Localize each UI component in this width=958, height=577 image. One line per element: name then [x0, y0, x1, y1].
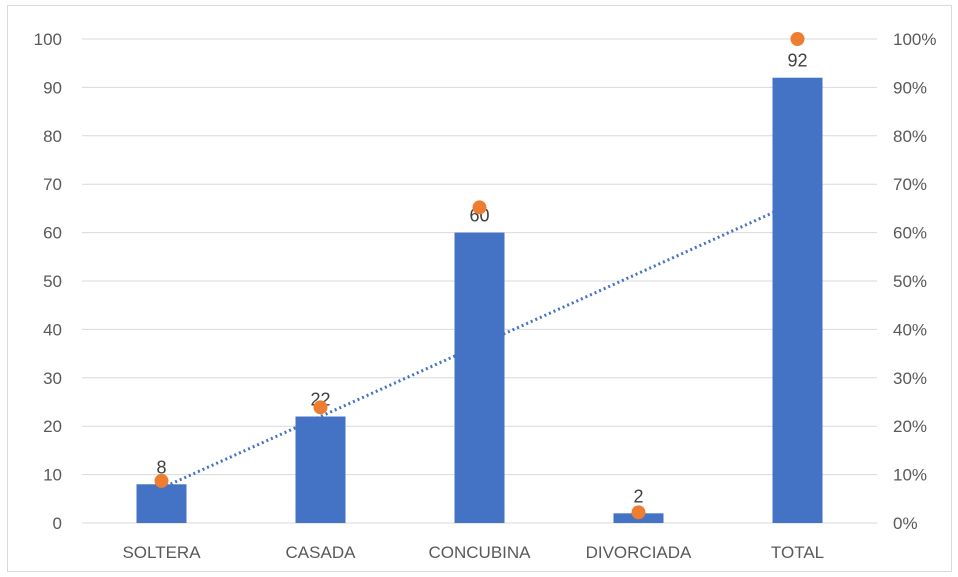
bar — [136, 484, 187, 523]
right-axis-tick-label: 20% — [893, 417, 927, 436]
left-axis-tick-label: 80 — [43, 127, 62, 146]
scatter-points — [154, 32, 805, 520]
x-axis-tick-label: SOLTERA — [122, 543, 201, 562]
right-axis-tick-label: 90% — [893, 78, 927, 97]
left-axis-tick-label: 60 — [43, 224, 62, 243]
data-label: 92 — [787, 51, 807, 71]
x-axis-tick-label: CASADA — [286, 543, 357, 562]
scatter-point — [154, 473, 169, 488]
right-axis-tick-label: 40% — [893, 320, 927, 339]
left-axis-tick-label: 10 — [43, 466, 62, 485]
right-axis-tick-label: 80% — [893, 127, 927, 146]
left-axis-tick-label: 30 — [43, 369, 62, 388]
bar — [772, 77, 823, 523]
left-axis-tick-label: 100 — [34, 30, 62, 49]
right-axis-tick-label: 50% — [893, 272, 927, 291]
trendline — [160, 200, 799, 490]
scatter-point — [790, 32, 805, 46]
right-axis-tick-labels: 0% 10% 20% 30% 40% 50% 60% 70% 80% 90% 100% — [893, 30, 936, 533]
x-axis-tick-label: CONCUBINA — [428, 543, 531, 562]
scatter-point — [313, 400, 328, 415]
gridlines — [82, 38, 877, 524]
trendline — [160, 200, 799, 490]
right-axis-tick-label: 70% — [893, 175, 927, 194]
right-axis-tick-label: 30% — [893, 369, 927, 388]
left-axis-tick-label: 0 — [53, 514, 62, 533]
left-axis-tick-label: 50 — [43, 272, 62, 291]
x-axis-tick-label: DIVORCIADA — [586, 543, 692, 562]
scatter-point — [472, 200, 487, 215]
right-axis-tick-label: 60% — [893, 224, 927, 243]
right-axis-tick-label: 10% — [893, 466, 927, 485]
right-axis-tick-label: 100% — [893, 30, 936, 49]
left-axis-tick-label: 70 — [43, 175, 62, 194]
data-label: 8 — [156, 457, 166, 477]
bars — [136, 77, 823, 523]
left-axis-tick-label: 40 — [43, 320, 62, 339]
right-axis-tick-label: 0% — [893, 514, 918, 533]
left-axis-tick-label: 20 — [43, 417, 62, 436]
data-label: 2 — [633, 486, 643, 506]
x-axis-tick-label: TOTAL — [771, 543, 824, 562]
left-axis-tick-label: 90 — [43, 78, 62, 97]
x-axis-tick-labels: SOLTERA CASADA CONCUBINA DIVORCIADA TOTAL — [122, 543, 824, 562]
left-axis-tick-labels: 0 10 20 30 40 50 60 70 80 90 100 — [34, 30, 62, 533]
bar — [454, 232, 505, 523]
bar — [295, 416, 346, 523]
scatter-point — [631, 505, 646, 520]
